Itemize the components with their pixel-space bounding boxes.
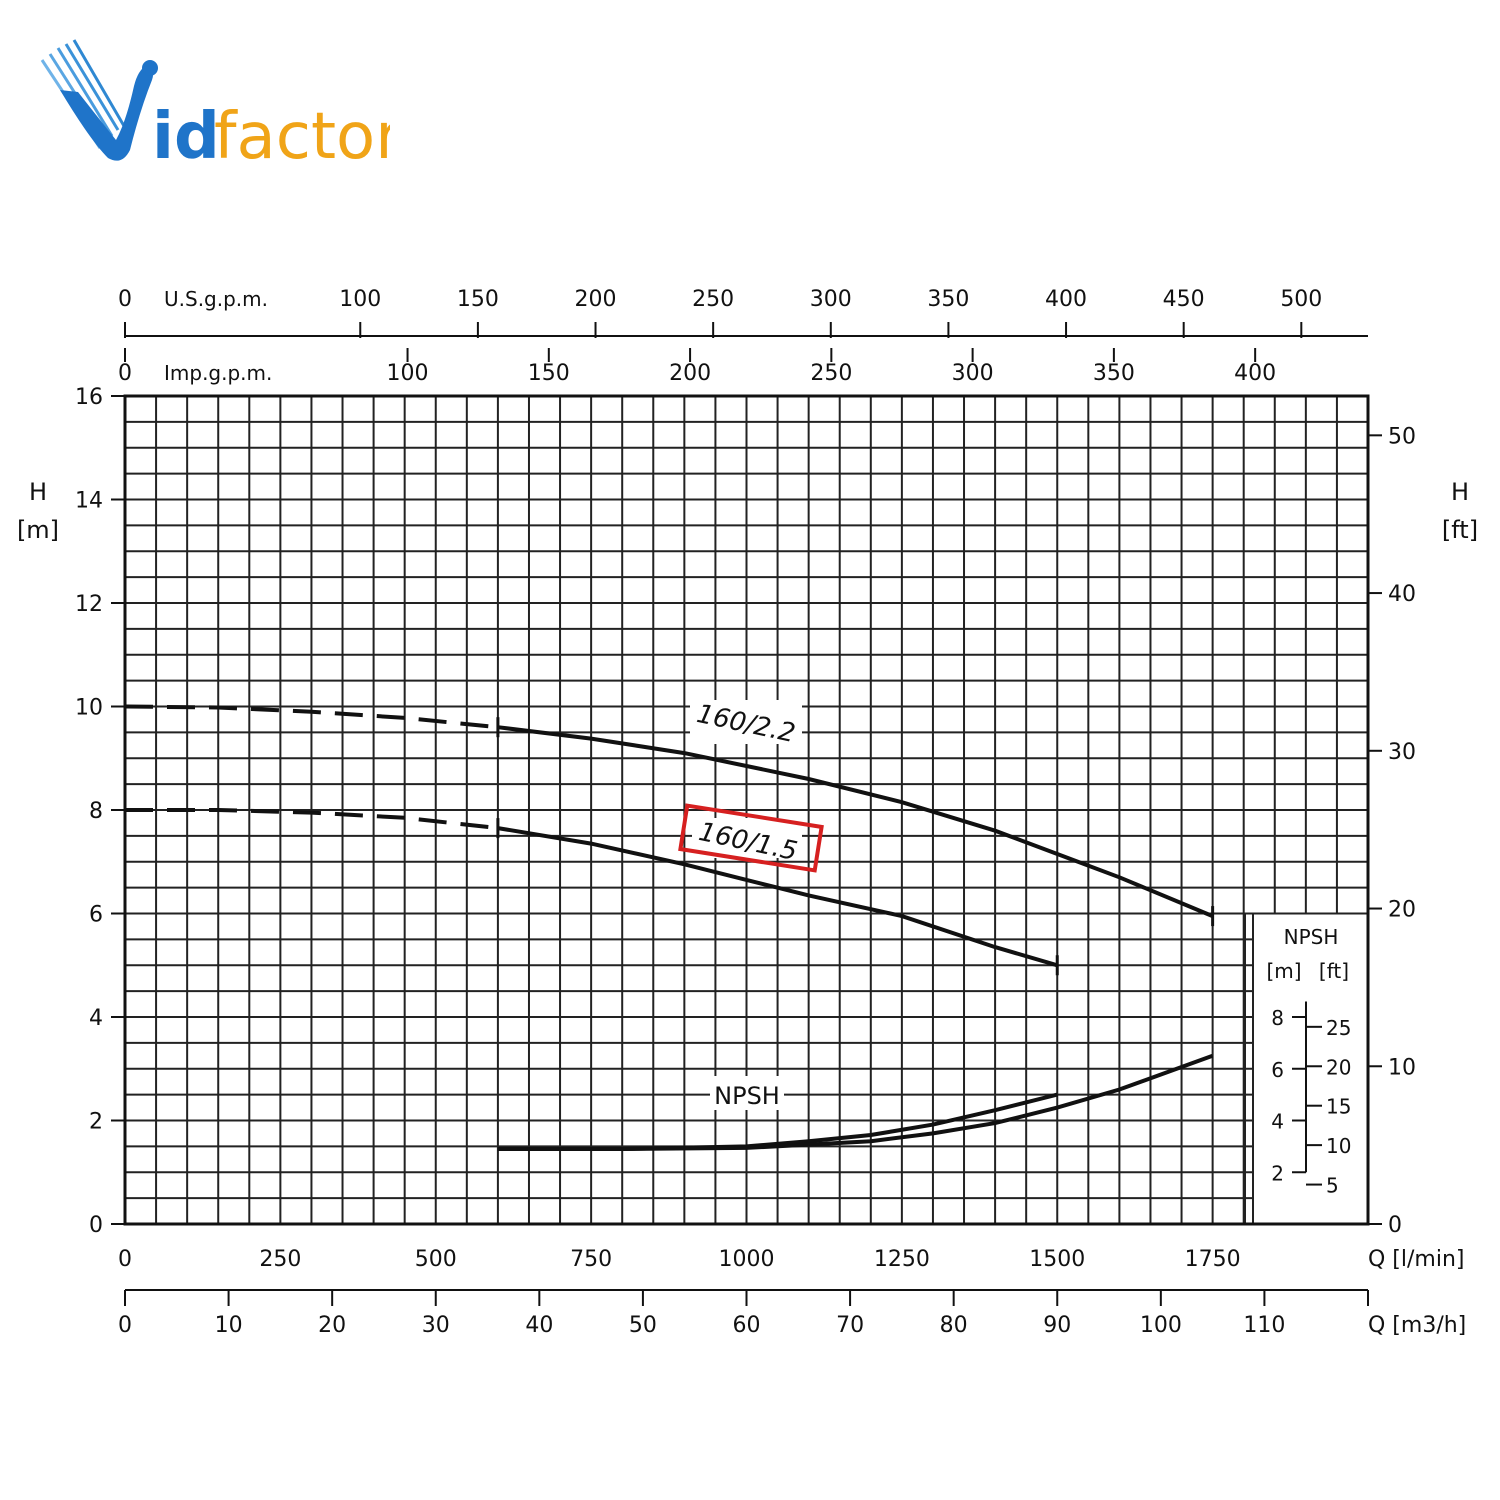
y-right-tick-label: 0	[1388, 1213, 1402, 1238]
x2-tick-label: 50	[629, 1313, 657, 1338]
top2-tick-label: 200	[669, 361, 711, 386]
y-right-tick-label: 50	[1388, 424, 1416, 449]
npsh-m-tick-label: 6	[1271, 1058, 1284, 1082]
y-left-tick-label: 0	[89, 1213, 103, 1238]
npsh-curve-label: NPSH	[714, 1082, 780, 1110]
y-right-tick-label: 40	[1388, 582, 1416, 607]
vidfactor-logo: id factor	[40, 39, 390, 174]
x-tick-label: 500	[415, 1247, 457, 1272]
x-tick-label: 1500	[1029, 1247, 1085, 1272]
x2-tick-label: 90	[1043, 1313, 1071, 1338]
npsh-inset-box	[1252, 912, 1369, 1225]
x2-tick-label: 30	[422, 1313, 450, 1338]
logo-text-id: id	[152, 100, 220, 174]
x2-tick-label: 110	[1243, 1313, 1285, 1338]
npsh-inset-title: NPSH	[1284, 925, 1339, 949]
npsh-inset-unit-ft: [ft]	[1319, 959, 1349, 983]
x2-tick-label: 40	[525, 1313, 553, 1338]
bird-head-icon	[142, 60, 158, 76]
curve-label-bg	[690, 700, 802, 744]
top2-tick-label: 150	[528, 361, 570, 386]
top1-tick-label: 0	[118, 287, 132, 312]
y-left-axis-label: H	[29, 478, 47, 506]
x2-tick-label: 20	[318, 1313, 346, 1338]
npsh-ft-tick-label: 10	[1326, 1134, 1351, 1158]
top1-tick-label: 500	[1280, 287, 1322, 312]
y-right-tick-label: 10	[1388, 1055, 1416, 1080]
top1-tick-label: 200	[575, 287, 617, 312]
npsh-ft-tick-label: 25	[1326, 1016, 1351, 1040]
top1-tick-label: 450	[1163, 287, 1205, 312]
y-left-tick-label: 14	[75, 489, 103, 514]
v-letter-icon	[60, 66, 154, 161]
highlight-box	[678, 803, 824, 873]
y-left-tick-label: 4	[89, 1006, 103, 1031]
y-left-tick-label: 6	[89, 903, 103, 928]
chart-curves	[124, 704, 1215, 1151]
y-right-tick-label: 30	[1388, 740, 1416, 765]
x2-tick-label: 60	[733, 1313, 761, 1338]
top2-tick-label: 100	[387, 361, 429, 386]
y-right-axis-label: H	[1451, 478, 1469, 506]
npsh-ft-tick-label: 15	[1326, 1095, 1351, 1119]
x2-tick-label: 70	[836, 1313, 864, 1338]
y-right-axis-unit: [ft]	[1442, 516, 1478, 544]
top2-tick-label: 350	[1093, 361, 1135, 386]
top2-tick-label: 0	[118, 361, 132, 386]
y-right-tick-label: 20	[1388, 898, 1416, 923]
npsh-ft-tick-label: 5	[1326, 1174, 1339, 1198]
x-tick-label: 750	[570, 1247, 612, 1272]
x2-axis-label: Q [m3/h]	[1368, 1313, 1466, 1338]
x2-tick-label: 10	[215, 1313, 243, 1338]
y-left-tick-label: 12	[75, 592, 103, 617]
curve-solid-3	[497, 1053, 1214, 1151]
npsh-m-tick-label: 4	[1271, 1110, 1284, 1134]
x2-tick-label: 80	[940, 1313, 968, 1338]
curve-dashed-1	[125, 808, 499, 831]
top1-axis-label: U.S.g.p.m.	[164, 287, 268, 311]
x-axis-label: Q [l/min]	[1368, 1247, 1465, 1272]
x-tick-label: 250	[259, 1247, 301, 1272]
x2-tick-label: 0	[118, 1313, 132, 1338]
top1-tick-label: 400	[1045, 287, 1087, 312]
x-tick-label: 0	[118, 1247, 132, 1272]
top1-tick-label: 300	[810, 287, 852, 312]
curve-solid-0	[497, 725, 1214, 918]
npsh-m-tick-label: 8	[1271, 1006, 1284, 1030]
npsh-inset-unit-m: [m]	[1266, 959, 1301, 983]
x2-tick-label: 100	[1140, 1313, 1182, 1338]
top1-tick-label: 250	[692, 287, 734, 312]
top2-axis-label: Imp.g.p.m.	[164, 361, 272, 385]
top2-tick-label: 300	[952, 361, 994, 386]
x-tick-label: 1750	[1185, 1247, 1241, 1272]
curve-label-bg	[692, 818, 802, 858]
logo-text-factor: factor	[214, 100, 390, 174]
top1-tick-label: 350	[927, 287, 969, 312]
npsh-ft-tick-label: 20	[1326, 1055, 1351, 1079]
x-tick-label: 1250	[874, 1247, 930, 1272]
y-left-axis-unit: [m]	[17, 516, 59, 544]
curve-solid-1	[497, 826, 1058, 968]
y-left-tick-label: 8	[89, 799, 103, 824]
top2-tick-label: 400	[1234, 361, 1276, 386]
x-tick-label: 1000	[719, 1247, 775, 1272]
top1-tick-label: 150	[457, 287, 499, 312]
curve-dashed-0	[124, 704, 499, 730]
y-left-tick-label: 10	[75, 696, 103, 721]
top2-tick-label: 250	[810, 361, 852, 386]
npsh-label-bg	[710, 1076, 784, 1110]
y-left-tick-label: 2	[89, 1110, 103, 1135]
top1-tick-label: 100	[339, 287, 381, 312]
npsh-m-tick-label: 2	[1271, 1161, 1284, 1185]
y-left-tick-label: 16	[75, 385, 103, 410]
